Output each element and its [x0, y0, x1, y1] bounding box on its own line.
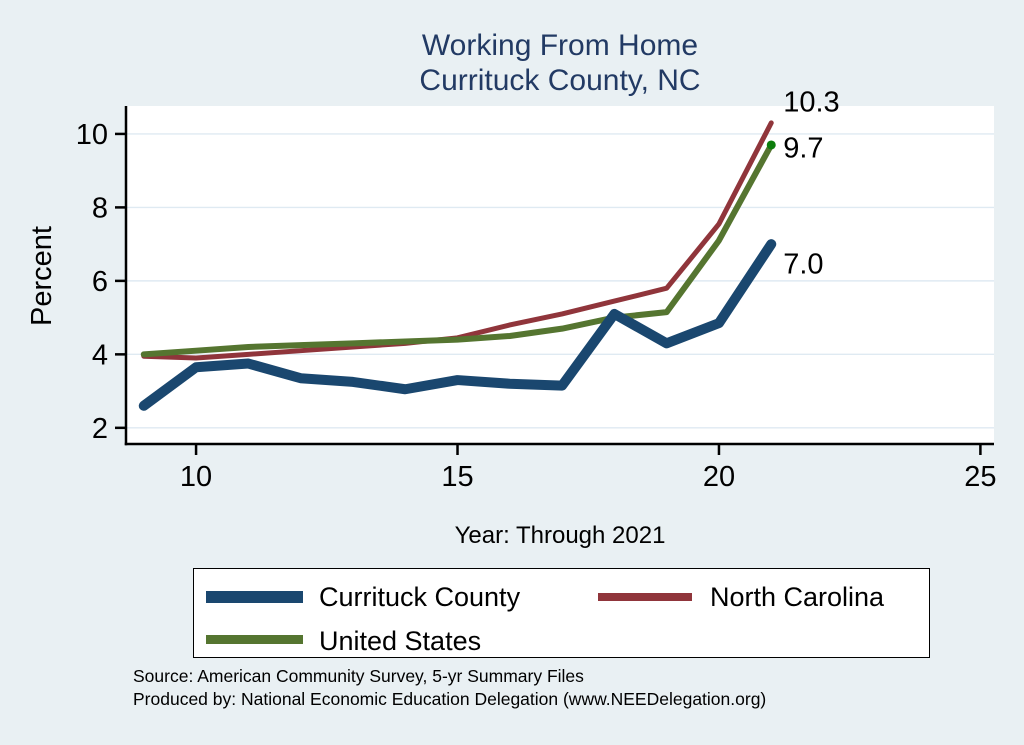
legend-label-currituck-county: Currituck County: [319, 582, 521, 612]
source-line: Source: American Community Survey, 5-yr …: [133, 666, 584, 686]
legend-box: Currituck County North Carolina United S…: [193, 568, 930, 658]
legend-label-north-carolina: North Carolina: [710, 582, 885, 612]
legend-swatch-north-carolina: [598, 593, 692, 601]
x-tick-label-20: 20: [703, 461, 735, 493]
chart-title-line2: Currituck County, NC: [419, 64, 701, 97]
x-tick-label-10: 10: [180, 461, 212, 493]
series-line-currituck-county: [138, 239, 777, 411]
series-line-united-states: [140, 141, 775, 358]
chart-title-line1: Working From Home: [421, 29, 699, 62]
end-label-north-carolina: 10.3: [783, 86, 840, 119]
legend-swatch-currituck-county: [206, 591, 303, 603]
y-tick-label-10: 10: [76, 119, 108, 151]
end-label-currituck-county: 7.0: [783, 248, 824, 281]
y-tick-label-2: 2: [92, 413, 108, 445]
y-tick-label-8: 8: [92, 192, 108, 224]
plot-area: 2 4 6 8 10 10 15 20 25: [76, 106, 997, 493]
plot-background: [126, 106, 994, 444]
series-end-marker-united-states: [766, 140, 776, 150]
x-axis-title: Year: Through 2021: [454, 522, 666, 549]
end-label-united-states: 9.7: [783, 132, 824, 165]
y-axis-title: Percent: [26, 226, 58, 326]
produced-by-line: Produced by: National Economic Education…: [133, 688, 767, 709]
legend-swatch-united-states: [206, 635, 303, 644]
x-tick-label-25: 25: [964, 461, 996, 493]
source-note: Source: American Community Survey, 5-yr …: [133, 665, 766, 710]
x-tick-label-15: 15: [441, 461, 473, 493]
chart-title: Working From Home Currituck County, NC: [126, 28, 994, 98]
y-tick-label-6: 6: [92, 266, 108, 298]
legend-label-united-states: United States: [319, 626, 482, 656]
y-tick-label-4: 4: [92, 339, 108, 371]
